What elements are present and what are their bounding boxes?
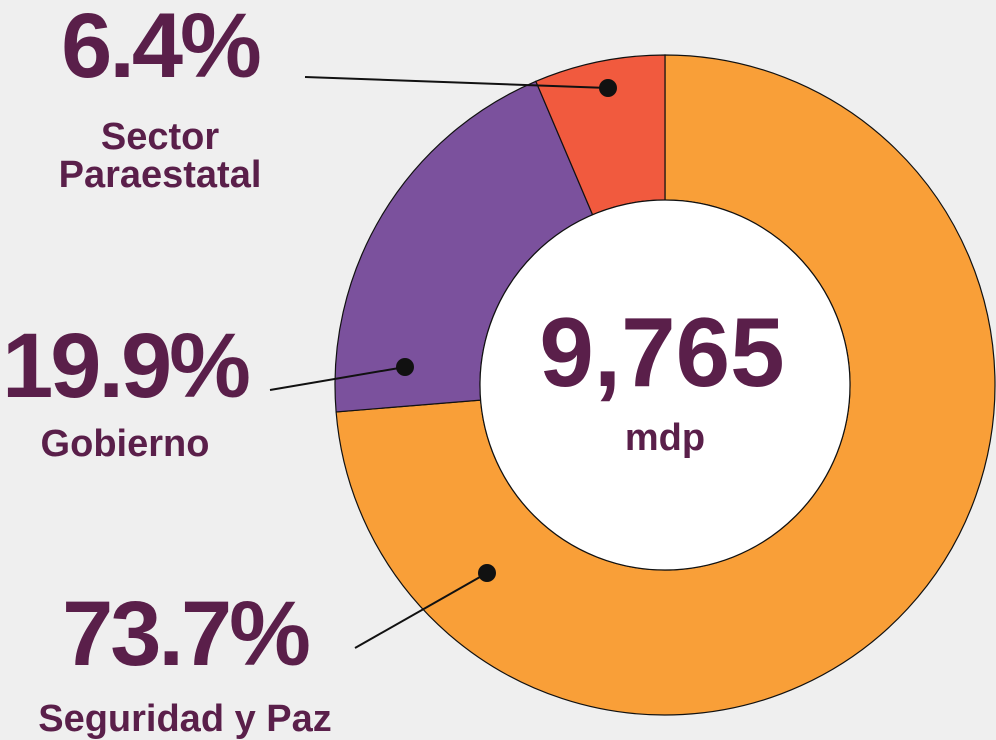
donut-hole — [479, 199, 851, 571]
leader-dot — [396, 358, 414, 376]
category-label: Sector Paraestatal — [58, 116, 262, 196]
value-label: 19.9% — [2, 315, 251, 417]
leader-dot — [478, 564, 496, 582]
leader-dot — [599, 79, 617, 97]
category-label: Seguridad y Paz — [38, 698, 332, 740]
leader-line — [354, 572, 488, 649]
center-unit: mdp — [625, 417, 705, 459]
leader-line — [304, 76, 609, 89]
category-label: Gobierno — [40, 423, 210, 465]
value-label: 6.4% — [61, 0, 262, 97]
center-value: 9,765 — [539, 297, 784, 407]
leader-line — [269, 366, 406, 391]
value-label: 73.7% — [62, 583, 311, 685]
